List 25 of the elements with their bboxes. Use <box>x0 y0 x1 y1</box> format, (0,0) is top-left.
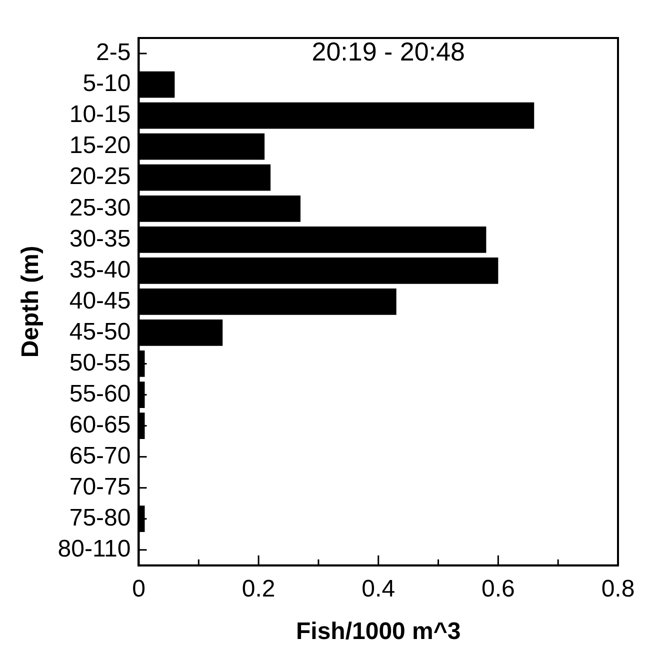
y-tick-label: 10-15 <box>69 101 131 128</box>
x-tick-label: 0.8 <box>601 575 635 602</box>
y-tick-label: 40-45 <box>69 287 131 314</box>
x-tick-label: 0.6 <box>482 575 515 602</box>
y-tick-label: 50-55 <box>69 349 131 376</box>
y-tick-label: 70-75 <box>69 473 131 500</box>
y-tick-label: 35-40 <box>69 256 131 284</box>
y-tick-label: 55-60 <box>69 380 131 408</box>
x-tick-label: 0.2 <box>242 575 276 602</box>
chart-title: 20:19 - 20:48 <box>312 36 465 67</box>
y-tick-label: 20-25 <box>69 163 131 190</box>
y-tick-label: 75-80 <box>69 504 131 532</box>
y-tick-label: 25-30 <box>69 194 131 222</box>
x-axis-title: Fish/1000 m^3 <box>296 618 461 646</box>
y-axis-title: Depth (m) <box>17 246 44 358</box>
y-tick-label: 60-65 <box>69 411 131 438</box>
y-tick-label: 80-110 <box>58 536 131 563</box>
x-tick-label: 0.4 <box>362 575 396 602</box>
y-tick-label: 15-20 <box>69 132 131 160</box>
y-tick-label: 2-5 <box>96 39 131 66</box>
x-tick-label: 0 <box>132 575 146 602</box>
y-tick-label: 5-10 <box>82 70 131 98</box>
y-tick-label: 65-70 <box>69 442 131 470</box>
y-tick-label: 30-35 <box>69 225 131 252</box>
y-tick-label: 45-50 <box>69 318 131 346</box>
